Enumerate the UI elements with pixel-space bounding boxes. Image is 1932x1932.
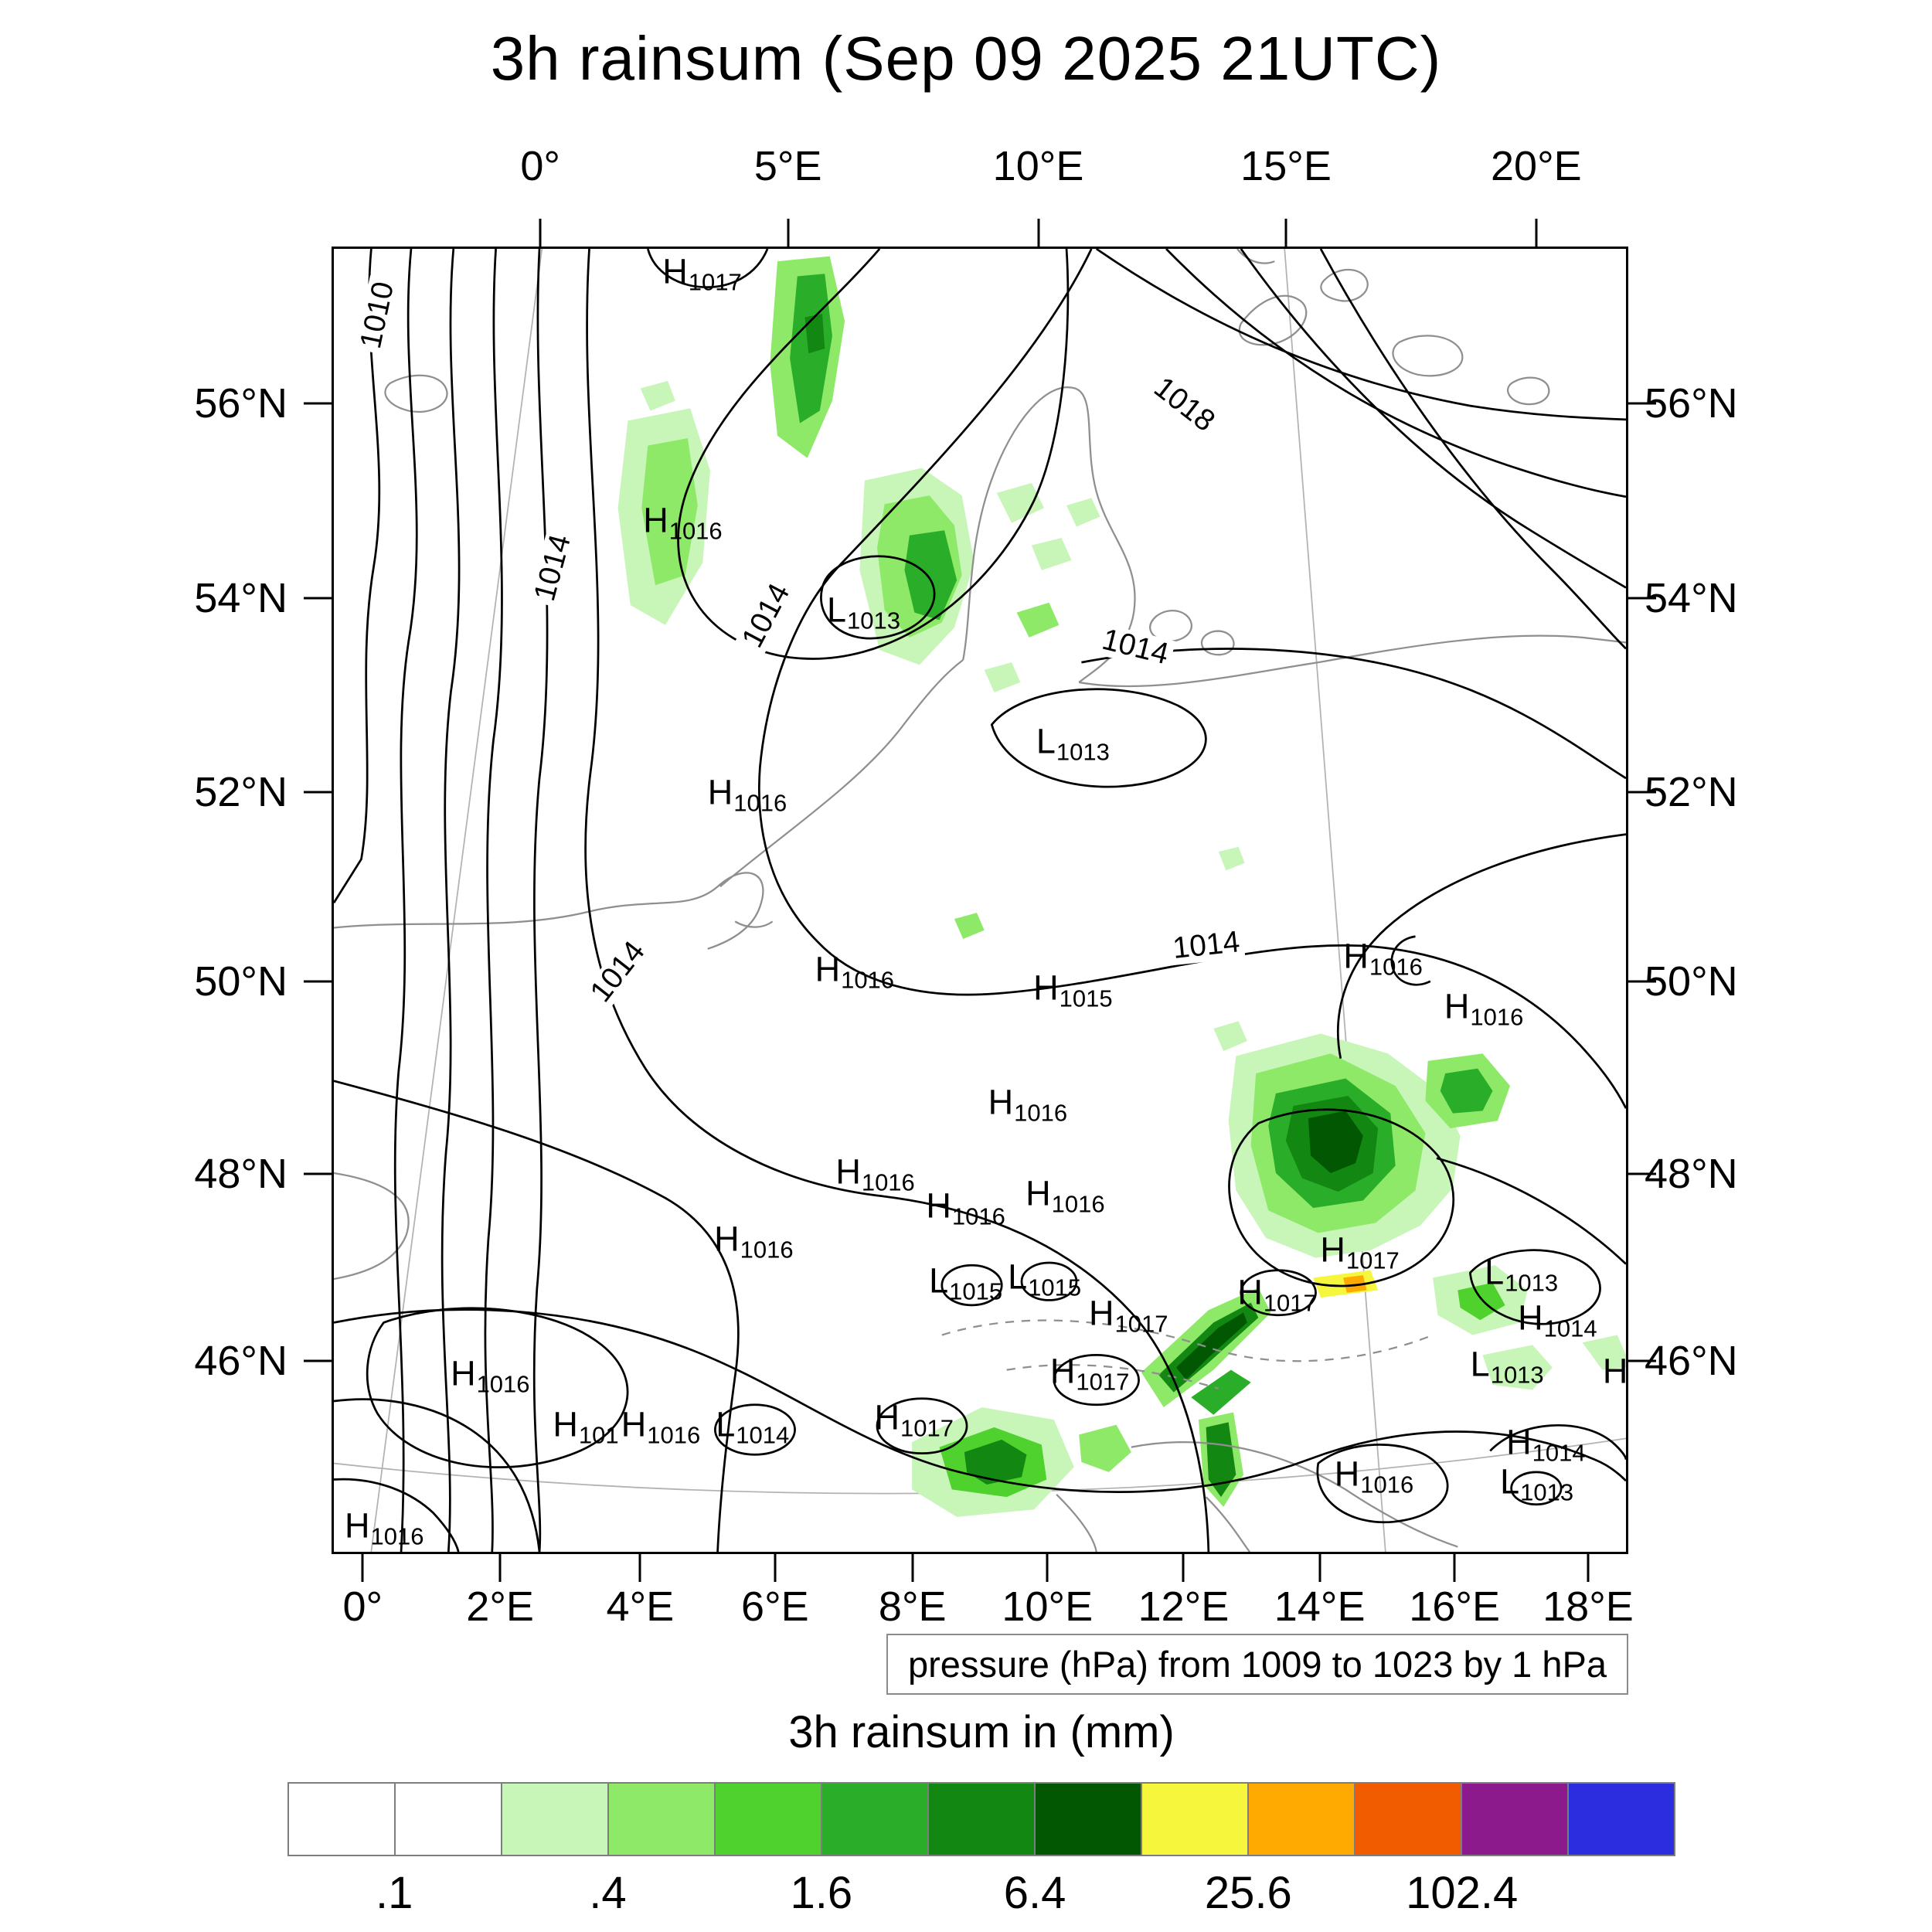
colorbar-cell xyxy=(1355,1784,1462,1855)
contour-group xyxy=(334,249,1626,1552)
pressure-caption-box: pressure (hPa) from 1009 to 1023 by 1 hP… xyxy=(886,1634,1628,1695)
axis-label-bottom: 16°E xyxy=(1409,1583,1500,1630)
right-axis-labels: 56°N 54°N 52°N 50°N 48°N 46°N xyxy=(1645,247,1847,1554)
colorbar-tick-label: .4 xyxy=(589,1868,627,1918)
axis-label-left: 48°N xyxy=(194,1150,287,1197)
axis-label-bottom: 10°E xyxy=(1002,1583,1094,1630)
axis-label-bottom: 18°E xyxy=(1543,1583,1634,1630)
colorbar-cell xyxy=(1462,1784,1569,1855)
left-axis-labels: 56°N 54°N 52°N 50°N 48°N 46°N xyxy=(85,247,287,1554)
axis-tick-bottom xyxy=(498,1554,502,1582)
axis-tick-bottom xyxy=(1587,1554,1590,1582)
top-axis-labels: 0° 5°E 10°E 15°E 20°E xyxy=(332,142,1628,192)
axis-label-right: 48°N xyxy=(1645,1150,1738,1197)
axis-label-bottom: 12°E xyxy=(1138,1583,1230,1630)
axis-label-bottom: 2°E xyxy=(466,1583,534,1630)
axis-tick-left xyxy=(304,980,332,983)
axis-tick-top xyxy=(1535,219,1538,247)
axis-tick-top xyxy=(1037,219,1039,247)
right-axis-ticks xyxy=(1628,247,1656,1554)
axis-tick-bottom xyxy=(911,1554,914,1582)
graticule-group xyxy=(334,249,1626,1552)
axis-label-top: 15°E xyxy=(1240,143,1332,189)
coastline-group xyxy=(334,249,1626,1552)
colorbar-cell xyxy=(929,1784,1036,1855)
axis-tick-left xyxy=(304,1172,332,1175)
axis-tick-top xyxy=(539,219,542,247)
axis-label-left: 46°N xyxy=(194,1337,287,1384)
axis-label-bottom: 8°E xyxy=(878,1583,947,1630)
axis-label-right: 56°N xyxy=(1645,380,1738,427)
colorbar-title: 3h rainsum in (mm) xyxy=(788,1707,1175,1757)
colorbar-tick-label: 102.4 xyxy=(1406,1868,1519,1918)
axis-tick-bottom xyxy=(1046,1554,1049,1582)
axis-label-top: 5°E xyxy=(753,143,822,189)
colorbar-cell xyxy=(1569,1784,1674,1855)
axis-label-left: 50°N xyxy=(194,957,287,1005)
colorbar-labels: .1 .4 1.6 6.4 25.6 102.4 xyxy=(287,1867,1675,1921)
axis-tick-top xyxy=(1284,219,1287,247)
colorbar xyxy=(287,1782,1675,1856)
axis-label-right: 52°N xyxy=(1645,768,1738,815)
colorbar-tick-label: .1 xyxy=(375,1868,413,1918)
axis-tick-bottom xyxy=(1182,1554,1185,1582)
axis-label-right: 50°N xyxy=(1645,957,1738,1005)
axis-label-right: 54°N xyxy=(1645,575,1738,622)
axis-label-left: 54°N xyxy=(194,575,287,622)
axis-tick-top xyxy=(787,219,790,247)
pressure-caption-text: pressure (hPa) from 1009 to 1023 by 1 hP… xyxy=(908,1644,1607,1685)
bottom-axis-ticks xyxy=(332,1554,1628,1582)
axis-tick-right xyxy=(1628,597,1656,600)
axis-label-right: 46°N xyxy=(1645,1337,1738,1384)
axis-tick-bottom xyxy=(1453,1554,1456,1582)
rain-shading-group xyxy=(617,256,1626,1517)
axis-label-top: 20°E xyxy=(1491,143,1582,189)
axis-label-left: 56°N xyxy=(194,380,287,427)
axis-label-bottom: 14°E xyxy=(1274,1583,1366,1630)
colorbar-cell xyxy=(609,1784,716,1855)
map-canvas xyxy=(334,249,1626,1552)
axis-tick-left xyxy=(304,1359,332,1362)
bottom-axis-labels: 0° 2°E 4°E 6°E 8°E 10°E 12°E 14°E 16°E 18°E xyxy=(332,1583,1633,1632)
top-axis-ticks xyxy=(332,219,1628,247)
colorbar-tick-label: 25.6 xyxy=(1204,1868,1292,1918)
axis-tick-right xyxy=(1628,1359,1656,1362)
colorbar-cell xyxy=(502,1784,609,1855)
axis-tick-left xyxy=(304,597,332,600)
map-area: H1017 H1016 L1013 L1013 H1016 H1016 H1015 H1016… xyxy=(332,247,1628,1554)
colorbar-cell xyxy=(822,1784,929,1855)
axis-tick-right xyxy=(1628,1172,1656,1175)
axis-label-left: 52°N xyxy=(194,768,287,815)
axis-tick-bottom xyxy=(638,1554,641,1582)
axis-tick-right xyxy=(1628,402,1656,405)
axis-label-bottom: 6°E xyxy=(741,1583,809,1630)
axis-label-bottom: 4°E xyxy=(606,1583,675,1630)
axis-tick-bottom xyxy=(774,1554,777,1582)
colorbar-cell xyxy=(716,1784,822,1855)
colorbar-tick-label: 1.6 xyxy=(790,1868,853,1918)
colorbar-cell xyxy=(1249,1784,1355,1855)
colorbar-cell xyxy=(1142,1784,1249,1855)
colorbar-tick-label: 6.4 xyxy=(1003,1868,1066,1918)
chart-title: 3h rainsum (Sep 09 2025 21UTC) xyxy=(490,24,1442,93)
colorbar-cell xyxy=(289,1784,396,1855)
colorbar-cell xyxy=(1036,1784,1142,1855)
axis-tick-bottom xyxy=(1318,1554,1321,1582)
axis-tick-right xyxy=(1628,791,1656,794)
colorbar-cell xyxy=(396,1784,502,1855)
axis-label-bottom: 0° xyxy=(342,1583,383,1630)
axis-tick-left xyxy=(304,402,332,405)
axis-tick-right xyxy=(1628,980,1656,983)
axis-label-top: 10°E xyxy=(992,143,1084,189)
axis-label-top: 0° xyxy=(520,143,560,189)
axis-tick-bottom xyxy=(361,1554,364,1582)
axis-tick-left xyxy=(304,791,332,794)
left-axis-ticks xyxy=(304,247,332,1554)
